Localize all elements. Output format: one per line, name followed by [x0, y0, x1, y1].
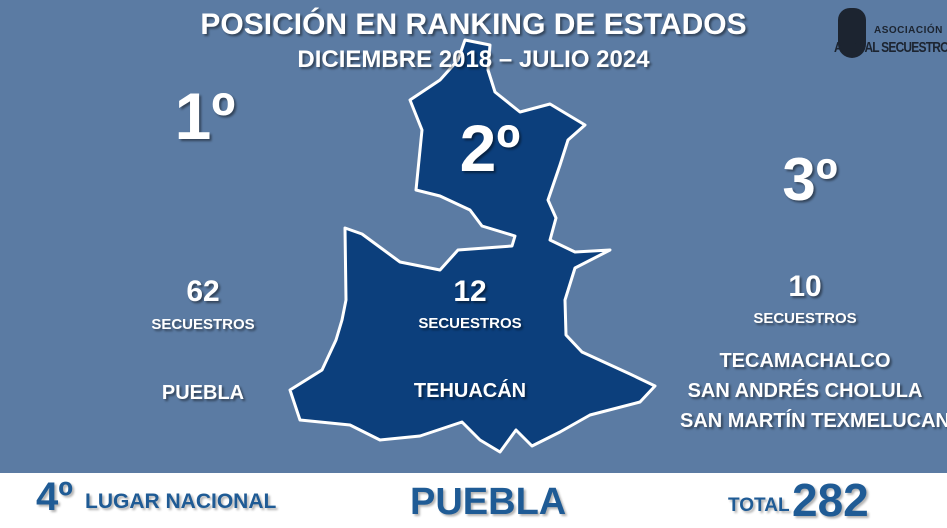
main-panel: POSICIÓN EN RANKING DE ESTADOS DICIEMBRE…: [0, 0, 947, 473]
page-subtitle: DICIEMBRE 2018 – JULIO 2024: [297, 46, 650, 73]
footer-bar: 4º LUGAR NACIONAL PUEBLA TOTAL 282: [0, 473, 947, 528]
state-name: PUEBLA: [410, 481, 567, 523]
rank-3-place: SAN ANDRÉS CHOLULA: [687, 380, 923, 402]
rank-3-count: 10: [788, 270, 822, 303]
rank-3-place: SAN MARTÍN TEXMELUCAN: [680, 410, 947, 432]
rank-1-unit: SECUESTROS: [151, 316, 255, 333]
rank-2-place: TEHUACÁN: [413, 380, 527, 402]
national-label: LUGAR NACIONAL: [85, 490, 277, 513]
total-label: TOTAL: [728, 495, 790, 516]
rank-1-position: 1º: [174, 79, 236, 153]
page-title: POSICIÓN EN RANKING DE ESTADOS: [200, 8, 747, 41]
rank-2-position: 2º: [459, 111, 521, 185]
rank-1-count: 62: [186, 275, 220, 308]
rank-2-unit: SECUESTROS: [418, 315, 522, 332]
national-position: 4º: [36, 475, 73, 519]
rank-3-unit: SECUESTROS: [753, 310, 857, 327]
rank-1-place: PUEBLA: [161, 382, 245, 404]
logo-small-text: ASOCIACIÓN: [874, 25, 943, 36]
total-value: 282: [792, 474, 869, 526]
rank-3-position: 3º: [782, 146, 838, 213]
logo-text: ALTO AL SECUESTRO: [834, 39, 947, 56]
logo: ASOCIACIÓN ALTO AL SECUESTRO: [832, 8, 947, 60]
rank-3-place: TECAMACHALCO: [719, 350, 891, 372]
rank-2-count: 12: [453, 275, 487, 308]
puebla-state-map: [288, 38, 657, 454]
hand-icon: [838, 8, 866, 58]
